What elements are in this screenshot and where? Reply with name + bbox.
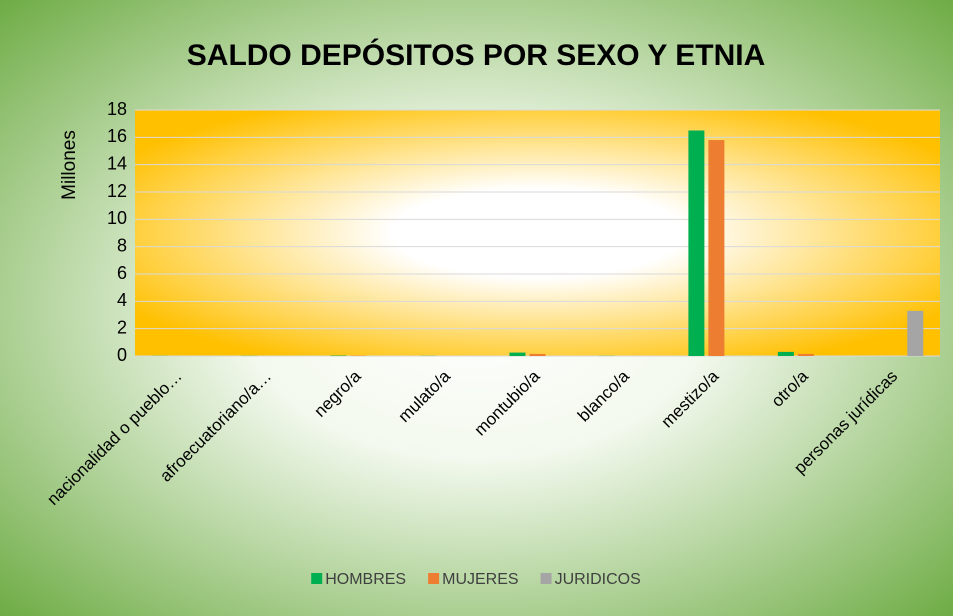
y-tick-label: 12 — [107, 181, 127, 201]
bar — [529, 353, 546, 356]
bar — [688, 130, 705, 356]
y-tick-label: 2 — [117, 317, 127, 337]
bar — [907, 310, 924, 356]
y-tick-label: 14 — [107, 153, 127, 173]
chart-title: SALDO DEPÓSITOS POR SEXO Y ETNIA — [187, 38, 765, 72]
legend-label: JURIDICOS — [555, 571, 641, 588]
bar — [509, 352, 526, 356]
bar — [777, 351, 794, 356]
legend-label: HOMBRES — [325, 571, 406, 588]
plot-area — [135, 110, 940, 356]
legend-swatch — [428, 573, 440, 584]
legend-label: MUJERES — [442, 571, 518, 588]
y-tick-label: 4 — [117, 290, 127, 310]
legend-swatch — [311, 573, 323, 584]
bar — [797, 353, 814, 356]
y-tick-label: 18 — [107, 99, 127, 119]
legend-swatch — [540, 573, 552, 584]
y-tick-label: 0 — [117, 345, 127, 365]
y-tick-label: 8 — [117, 235, 127, 255]
y-axis-label: Millones — [59, 130, 80, 200]
bar — [708, 140, 725, 356]
y-tick-label: 6 — [117, 263, 127, 283]
y-tick-label: 16 — [107, 126, 127, 146]
y-tick-label: 10 — [107, 208, 127, 228]
